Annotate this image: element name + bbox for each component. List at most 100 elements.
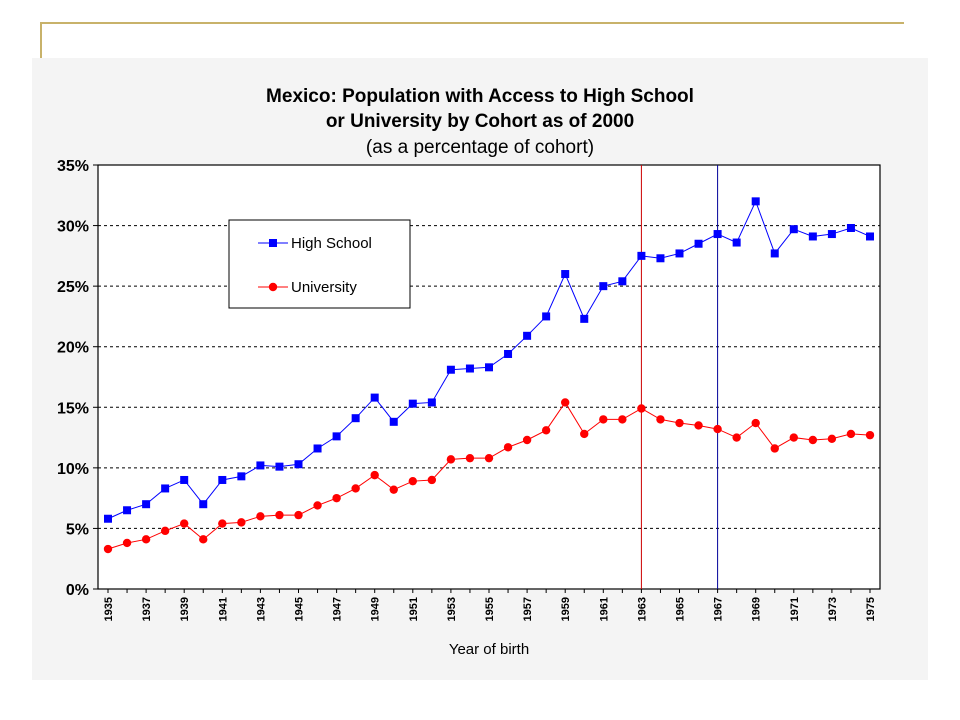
- university-point: [370, 470, 379, 480]
- legend-university-marker: [268, 282, 278, 292]
- university-point: [522, 435, 532, 445]
- high-school-point: [580, 314, 589, 323]
- chart-subtitle: (as a percentage of cohort): [366, 137, 594, 158]
- x-tick-label: 1949: [370, 597, 382, 621]
- y-tick-label: 20%: [57, 340, 89, 357]
- high-school-point: [370, 393, 379, 402]
- high-school-point: [846, 223, 855, 232]
- high-school-point: [713, 230, 722, 239]
- high-school-point: [751, 197, 760, 206]
- university-point: [199, 535, 208, 544]
- legend-high-school-marker: [269, 239, 277, 247]
- university-point: [427, 475, 437, 485]
- y-tick-label: 0%: [66, 582, 89, 599]
- university-point: [160, 526, 170, 536]
- x-tick-label: 1943: [255, 597, 267, 621]
- university-point: [103, 544, 113, 554]
- university-point: [561, 398, 570, 407]
- x-tick-label: 1953: [446, 597, 458, 621]
- high-school-point: [275, 462, 284, 471]
- university-point: [637, 404, 646, 413]
- x-tick-label: 1957: [522, 597, 534, 621]
- high-school-point: [237, 472, 246, 481]
- high-school-point: [808, 232, 817, 241]
- university-point: [789, 433, 798, 442]
- university-point: [503, 443, 513, 452]
- x-tick-label: 1967: [713, 597, 725, 621]
- university-point: [465, 453, 475, 463]
- university-point: [694, 421, 703, 430]
- university-point: [351, 484, 360, 493]
- x-tick-label: 1969: [751, 597, 763, 621]
- university-point: [408, 476, 417, 486]
- university-point: [180, 519, 189, 528]
- high-school-point: [427, 398, 436, 407]
- high-school-point: [161, 484, 170, 493]
- high-school-point: [637, 251, 646, 260]
- high-school-point: [789, 225, 798, 234]
- high-school-point: [332, 432, 341, 441]
- high-school-point: [827, 230, 836, 239]
- y-tick-label: 10%: [57, 461, 89, 478]
- university-point: [599, 415, 608, 424]
- decorative-top-rule: [40, 22, 904, 24]
- y-tick-label: 25%: [57, 279, 89, 296]
- university-point: [656, 415, 665, 424]
- x-tick-label: 1955: [484, 597, 496, 621]
- high-school-point: [694, 239, 703, 248]
- x-tick-label: 1947: [332, 597, 344, 621]
- x-tick-label: 1945: [294, 597, 306, 621]
- y-tick-label: 15%: [57, 400, 89, 417]
- y-tick-label: 5%: [66, 521, 89, 538]
- high-school-point: [446, 365, 455, 374]
- university-point: [484, 453, 494, 463]
- high-school-point: [485, 363, 493, 372]
- high-school-point: [656, 254, 665, 263]
- gridlines: [98, 225, 880, 529]
- x-axis-label: Year of birth: [449, 641, 529, 658]
- university-point: [237, 518, 246, 527]
- high-school-point: [256, 461, 265, 470]
- high-school-point: [351, 414, 360, 423]
- high-school-point: [313, 444, 322, 453]
- high-school-point: [542, 312, 551, 321]
- x-tick-label: 1961: [598, 597, 610, 621]
- high-school-point: [770, 249, 779, 258]
- university-point: [389, 485, 398, 494]
- university-point: [313, 501, 322, 510]
- university-point: [580, 429, 589, 439]
- university-point: [770, 444, 779, 453]
- chart-title-line1: Mexico: Population with Access to High S…: [266, 86, 694, 107]
- high-school-point: [732, 238, 741, 247]
- university-point: [294, 510, 303, 520]
- high-school-point: [465, 364, 474, 373]
- high-school-point: [408, 399, 417, 408]
- university-point: [846, 429, 856, 439]
- university-point: [332, 493, 341, 503]
- x-tick-label: 1965: [675, 597, 687, 621]
- y-tick-label: 35%: [57, 158, 89, 175]
- x-tick-label: 1973: [827, 597, 839, 621]
- high-school-point: [218, 475, 227, 484]
- university-point: [256, 512, 265, 521]
- chart-title-line2: or University by Cohort as of 2000: [326, 111, 634, 132]
- high-school-point: [504, 349, 513, 358]
- university-point: [141, 535, 151, 544]
- university-point: [275, 510, 284, 520]
- high-school-point: [599, 282, 608, 291]
- legend-high-school-label: High School: [291, 235, 372, 252]
- x-tick-label: 1959: [560, 597, 572, 621]
- high-school-point: [675, 249, 684, 258]
- x-tick-label: 1941: [217, 597, 229, 621]
- x-tick-label: 1975: [865, 597, 877, 621]
- high-school-point: [389, 417, 398, 426]
- legend-box: [228, 219, 411, 309]
- university-point: [808, 435, 818, 445]
- university-point: [827, 434, 837, 443]
- y-tick-label: 30%: [57, 219, 89, 236]
- high-school-point: [104, 514, 112, 523]
- high-school-point: [618, 277, 627, 286]
- high-school-point: [199, 500, 208, 509]
- x-tick-label: 1971: [789, 597, 801, 621]
